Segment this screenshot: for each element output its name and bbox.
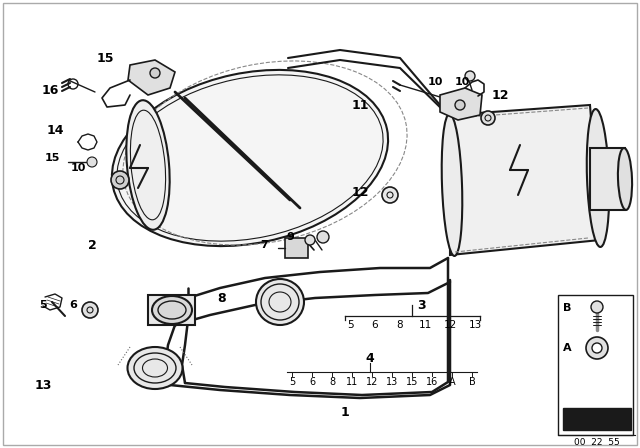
Text: 13: 13 — [468, 320, 482, 330]
Circle shape — [317, 231, 329, 243]
Text: 11: 11 — [419, 320, 431, 330]
Text: 5: 5 — [39, 300, 47, 310]
Text: 8: 8 — [218, 292, 227, 305]
Circle shape — [455, 100, 465, 110]
Text: 15: 15 — [406, 377, 418, 387]
Text: 15: 15 — [44, 153, 60, 163]
Polygon shape — [590, 148, 625, 210]
Circle shape — [586, 337, 608, 359]
Text: 11: 11 — [346, 377, 358, 387]
Text: 3: 3 — [418, 298, 426, 311]
Bar — [558, 295, 633, 435]
Circle shape — [305, 235, 315, 245]
Text: 2: 2 — [88, 238, 97, 251]
Text: 5: 5 — [347, 320, 353, 330]
Text: 16: 16 — [42, 83, 59, 96]
Text: 4: 4 — [365, 352, 374, 365]
Text: A: A — [563, 343, 572, 353]
Circle shape — [465, 71, 475, 81]
Ellipse shape — [126, 100, 170, 230]
Text: 13: 13 — [35, 379, 52, 392]
Ellipse shape — [587, 109, 609, 247]
Text: 16: 16 — [426, 377, 438, 387]
Circle shape — [481, 111, 495, 125]
Text: 15: 15 — [96, 52, 114, 65]
Polygon shape — [450, 105, 600, 255]
Text: 6: 6 — [372, 320, 378, 330]
Circle shape — [87, 157, 97, 167]
Text: 14: 14 — [46, 124, 64, 137]
Polygon shape — [148, 295, 195, 325]
Circle shape — [150, 68, 160, 78]
Text: 12: 12 — [492, 89, 509, 102]
Text: 11: 11 — [351, 99, 369, 112]
Polygon shape — [440, 88, 482, 120]
Polygon shape — [128, 60, 175, 95]
Text: 7: 7 — [260, 240, 268, 250]
Text: 12: 12 — [366, 377, 378, 387]
Text: A: A — [449, 377, 455, 387]
Text: 8: 8 — [397, 320, 403, 330]
Text: 6: 6 — [69, 300, 77, 310]
Text: B: B — [468, 377, 476, 387]
Text: 8: 8 — [329, 377, 335, 387]
Text: 1: 1 — [340, 405, 349, 418]
Polygon shape — [285, 238, 308, 258]
Circle shape — [111, 171, 129, 189]
Text: 5: 5 — [289, 377, 295, 387]
Ellipse shape — [112, 70, 388, 246]
Ellipse shape — [618, 148, 632, 210]
Ellipse shape — [127, 347, 182, 389]
Bar — [563, 408, 631, 430]
Text: 9: 9 — [286, 232, 294, 242]
Ellipse shape — [256, 279, 304, 325]
Text: 12: 12 — [351, 185, 369, 198]
Text: 10: 10 — [70, 163, 86, 173]
Text: 00  22  55: 00 22 55 — [574, 438, 620, 447]
Text: 13: 13 — [386, 377, 398, 387]
Ellipse shape — [442, 114, 462, 256]
Circle shape — [591, 301, 603, 313]
Circle shape — [592, 343, 602, 353]
Text: B: B — [563, 303, 571, 313]
Text: 12: 12 — [444, 320, 456, 330]
Circle shape — [382, 187, 398, 203]
Text: 10: 10 — [428, 77, 443, 87]
Circle shape — [82, 302, 98, 318]
Ellipse shape — [152, 296, 192, 324]
Text: 6: 6 — [309, 377, 315, 387]
Text: 10: 10 — [454, 77, 470, 87]
